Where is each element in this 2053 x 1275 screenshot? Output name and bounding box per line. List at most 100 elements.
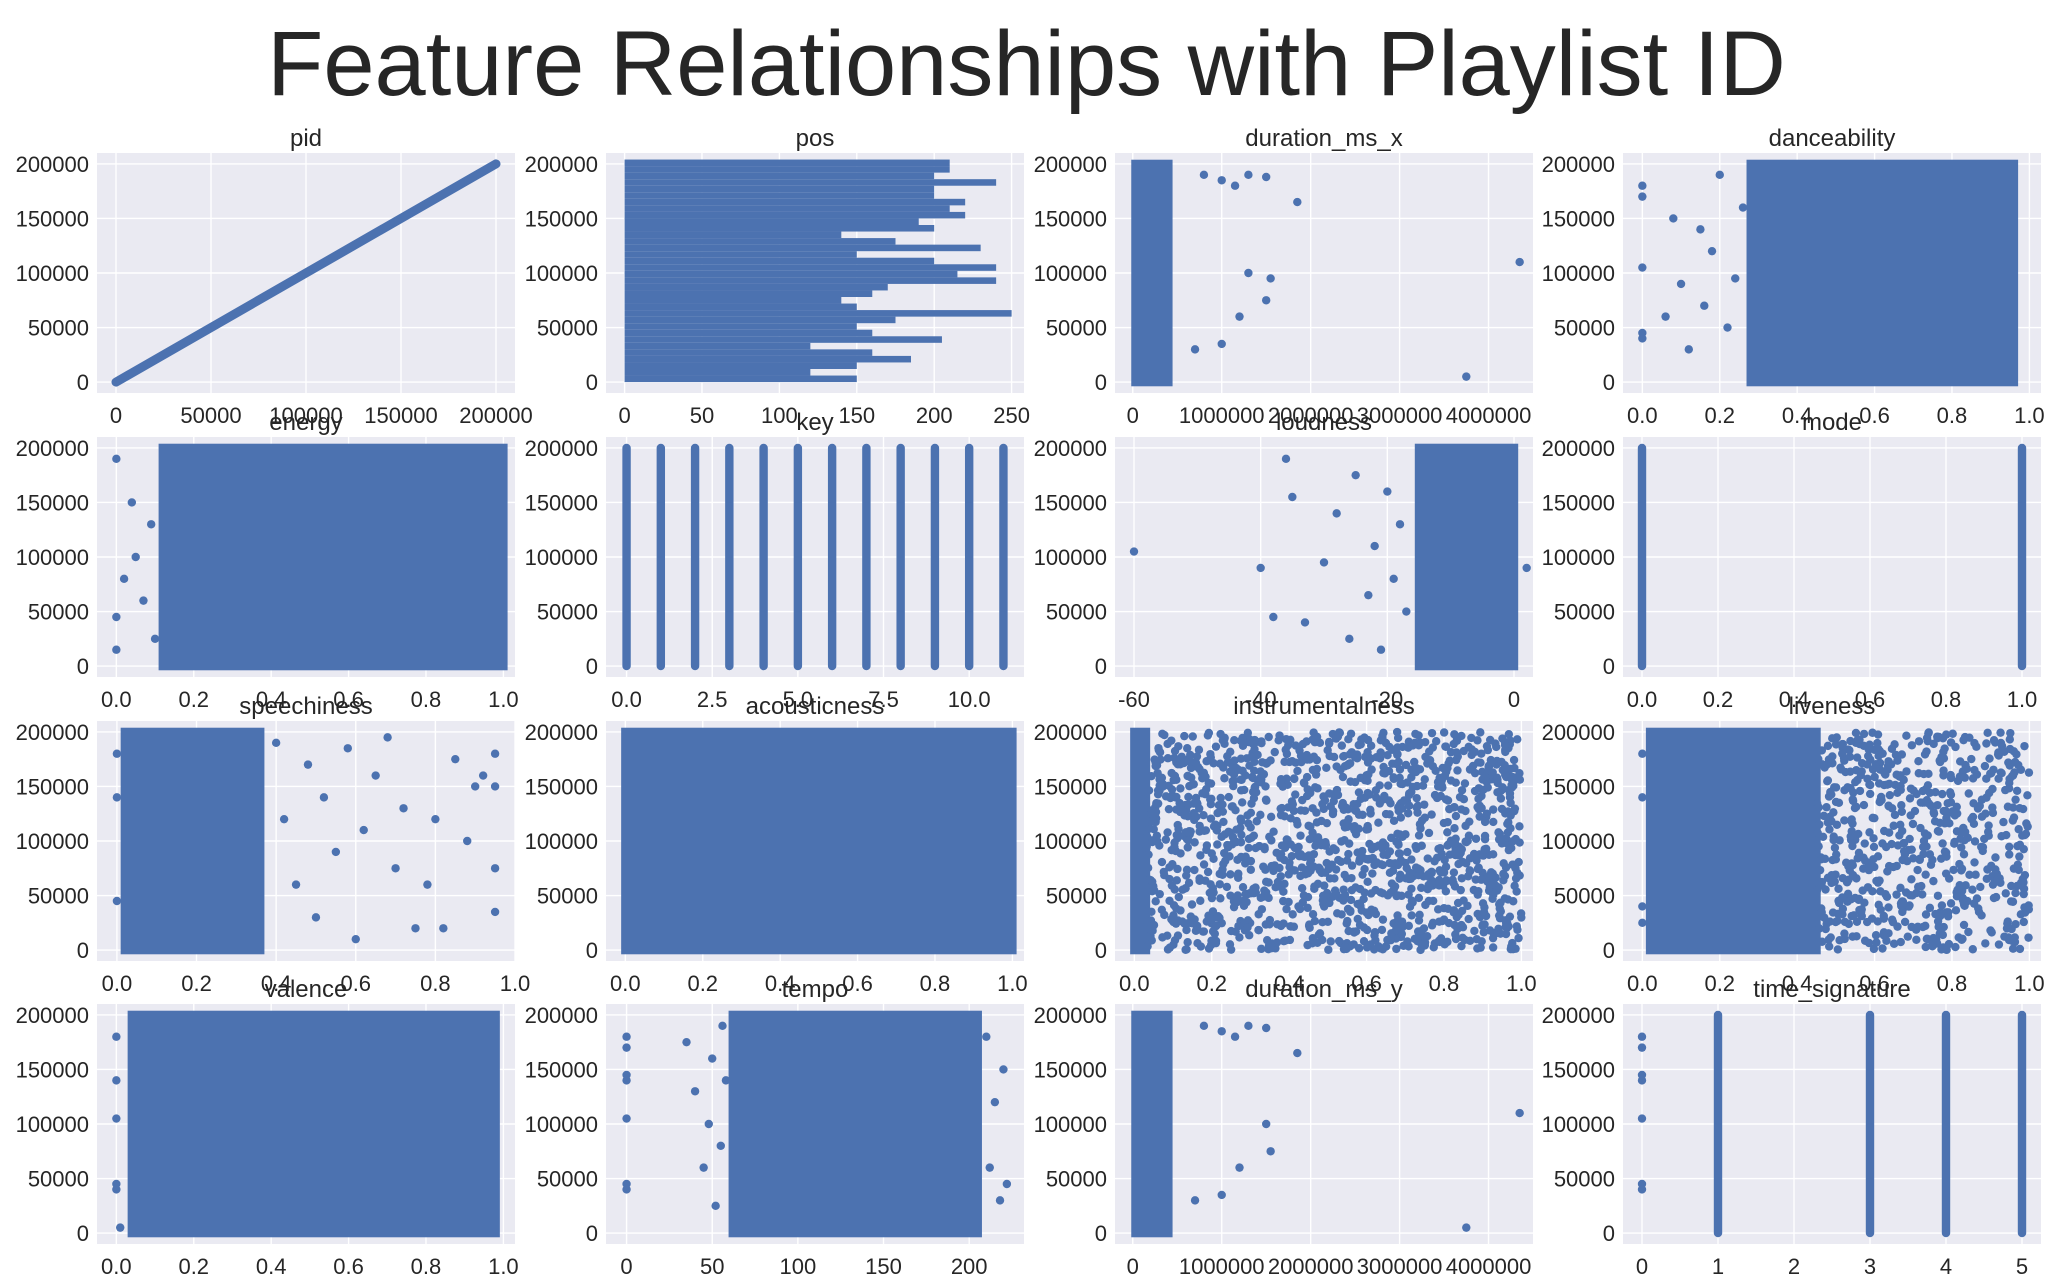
y-tick-label: 100000: [525, 545, 598, 570]
point: [1267, 939, 1277, 948]
subplot-title: instrumentalness: [1233, 693, 1414, 720]
x-tick-label: 0: [1508, 687, 1520, 712]
x-tick-label: 0.4: [765, 971, 796, 996]
point-band: [624, 369, 811, 376]
point-mass: [158, 443, 508, 671]
point: [1314, 930, 1323, 940]
point: [1869, 842, 1879, 852]
point: [1942, 730, 1951, 739]
point: [1337, 837, 1346, 846]
point: [1306, 822, 1315, 831]
point: [1637, 1076, 1647, 1085]
point: [1346, 895, 1356, 905]
point: [1358, 810, 1367, 820]
point: [1184, 800, 1193, 810]
x-tick-label: 0.6: [340, 971, 371, 996]
x-tick-label: 0.0: [611, 687, 642, 712]
point: [1180, 811, 1189, 820]
subplot-energy: 0.0 0.2 0.4 0.6 0.8 1.0 0 50000 100000 150000 2000…: [16, 409, 519, 712]
point: [1876, 792, 1886, 802]
point: [1450, 824, 1459, 833]
point: [1238, 741, 1248, 750]
point: [1946, 899, 1956, 908]
point: [1261, 795, 1271, 804]
point: [1408, 898, 1417, 907]
x-tick-label: 200: [916, 403, 953, 428]
point: [451, 754, 460, 764]
point: [1367, 765, 1376, 774]
point: [1901, 888, 1911, 897]
x-tick-label: 2.5: [697, 687, 728, 712]
point-band: [624, 349, 873, 356]
point: [1261, 782, 1270, 791]
point: [146, 520, 156, 529]
point: [1696, 225, 1705, 234]
point: [1501, 922, 1510, 931]
point: [1898, 900, 1908, 909]
point: [1914, 756, 1923, 766]
x-tick-label: 10.0: [948, 687, 991, 712]
point: [1897, 807, 1906, 816]
point: [1159, 867, 1169, 877]
x-tick-label: 0.2: [687, 971, 718, 996]
point: [1522, 563, 1531, 573]
point: [1216, 894, 1225, 903]
y-tick-label: 100000: [525, 1112, 598, 1137]
x-tick-label: 250: [993, 403, 1030, 428]
point: [1310, 884, 1319, 894]
point: [1363, 824, 1373, 834]
y-tick-label: 0: [77, 654, 89, 679]
point: [1868, 813, 1877, 823]
point: [1890, 810, 1900, 820]
point: [1929, 876, 1938, 886]
point: [1441, 742, 1451, 751]
x-tick-label: 0: [110, 403, 122, 428]
point: [1842, 878, 1852, 887]
point-column: [862, 443, 871, 671]
point: [1371, 858, 1381, 868]
point: [150, 634, 160, 644]
point: [1460, 779, 1470, 788]
point: [1414, 731, 1423, 740]
point: [1987, 928, 1996, 937]
point: [1414, 741, 1423, 750]
point: [1144, 824, 1154, 833]
data-marks: [622, 443, 1008, 671]
point: [1872, 938, 1881, 947]
point: [1183, 938, 1192, 947]
y-tick-label: 50000: [28, 600, 89, 625]
data-marks: [1638, 159, 2019, 387]
subplot-acousticness: 0.0 0.2 0.4 0.6 0.8 1.0 0 50000 100000 150000 2000…: [525, 693, 1028, 996]
point: [1918, 786, 1928, 796]
point: [1396, 813, 1406, 822]
point: [1320, 881, 1329, 890]
point: [1865, 828, 1874, 837]
point: [1463, 901, 1472, 911]
point: [1852, 932, 1861, 941]
point: [2019, 917, 2028, 927]
point: [1981, 809, 1990, 818]
point: [1923, 934, 1932, 944]
point: [1434, 936, 1444, 946]
point: [1395, 765, 1405, 774]
point: [1476, 758, 1485, 767]
point: [1968, 885, 1977, 894]
point: [1182, 925, 1191, 935]
subplot-title: pid: [290, 125, 322, 152]
point: [1281, 454, 1291, 464]
point: [1889, 821, 1898, 830]
point: [1851, 777, 1860, 787]
point: [1436, 791, 1445, 801]
point: [1383, 891, 1393, 900]
x-tick-label: 0.0: [1119, 971, 1150, 996]
point: [1427, 810, 1436, 819]
point: [1151, 757, 1160, 767]
point: [1953, 776, 1963, 786]
point: [1312, 732, 1322, 741]
point: [1471, 834, 1481, 843]
point: [1846, 832, 1855, 841]
x-tick-label: 2: [1788, 1254, 1800, 1275]
point: [1669, 214, 1678, 223]
point: [1193, 939, 1202, 948]
point: [1493, 775, 1502, 784]
